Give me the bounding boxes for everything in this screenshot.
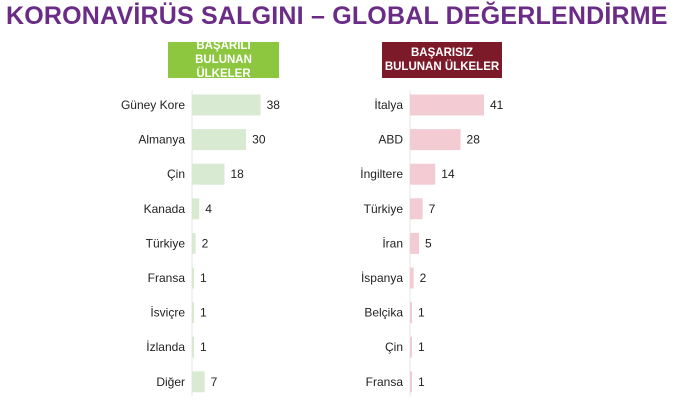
success-bar [192,163,225,185]
success-value-label: 4 [205,202,212,216]
success-value-label: 18 [230,167,244,181]
failure-badge-line-2: BULUNAN ÜLKELER [384,61,500,73]
failure-bar [410,267,414,289]
failure-bar [410,129,461,151]
failure-value-label: 2 [420,271,427,285]
success-value-label: 7 [211,375,218,389]
success-value-label: 30 [252,133,266,147]
success-bar [192,129,247,151]
failure-bar [410,163,436,185]
failure-category-label: İspanya [361,271,403,285]
failure-countries-badge: BAŞARISIZ BULUNAN ÜLKELER [382,42,502,78]
success-category-label: Fransa [148,271,186,285]
failure-category-label: Fransa [366,375,404,389]
failure-badge-line-1: BAŞARISIZ [411,47,473,59]
success-bar [192,232,196,254]
failure-category-label: İtalya [374,98,403,112]
success-bar [192,336,194,358]
failure-category-label: İran [382,236,403,250]
success-countries-badge: BAŞARILI BULUNAN ÜLKELER [168,40,279,80]
failure-bar [410,94,484,116]
failure-value-label: 5 [425,236,432,250]
success-category-label: İzlanda [146,340,185,354]
success-bar [192,371,205,393]
success-category-label: Güney Kore [121,98,185,112]
failure-value-label: 1 [418,375,425,389]
failure-category-label: Belçika [364,306,403,320]
success-category-label: Kanada [144,202,186,216]
failure-value-label: 41 [490,98,504,112]
success-bar [192,302,194,324]
success-category-label: İsviçre [150,306,185,320]
failure-bar [410,336,412,358]
failure-bar [410,232,420,254]
failure-bar [410,371,412,393]
failure-category-label: Çin [385,340,403,354]
success-category-label: Çin [167,167,185,181]
success-value-label: 38 [267,98,281,112]
success-value-label: 1 [200,271,207,285]
failure-category-label: Türkiye [364,202,404,216]
failure-value-label: 28 [467,133,481,147]
failure-bar [410,302,412,324]
failure-category-label: ABD [378,133,403,147]
failure-value-label: 1 [418,306,425,320]
success-category-label: Diğer [156,375,185,389]
success-value-label: 1 [200,340,207,354]
success-badge-line-2: BULUNAN ÜLKELER [195,54,252,80]
failure-value-label: 1 [418,340,425,354]
success-badge-line-1: BAŞARILI [196,40,251,52]
success-category-label: Almanya [138,133,185,147]
failure-value-label: 14 [441,167,455,181]
failure-value-label: 7 [429,202,436,216]
success-category-label: Türkiye [146,236,186,250]
success-bar [192,198,200,220]
success-bar [192,267,194,289]
success-value-label: 1 [200,306,207,320]
failure-category-label: İngiltere [360,167,403,181]
success-value-label: 2 [202,236,209,250]
page-title: KORONAVİRÜS SALGINI – GLOBAL DEĞERLENDİR… [6,2,668,30]
failure-bar [410,198,423,220]
success-bar [192,94,261,116]
